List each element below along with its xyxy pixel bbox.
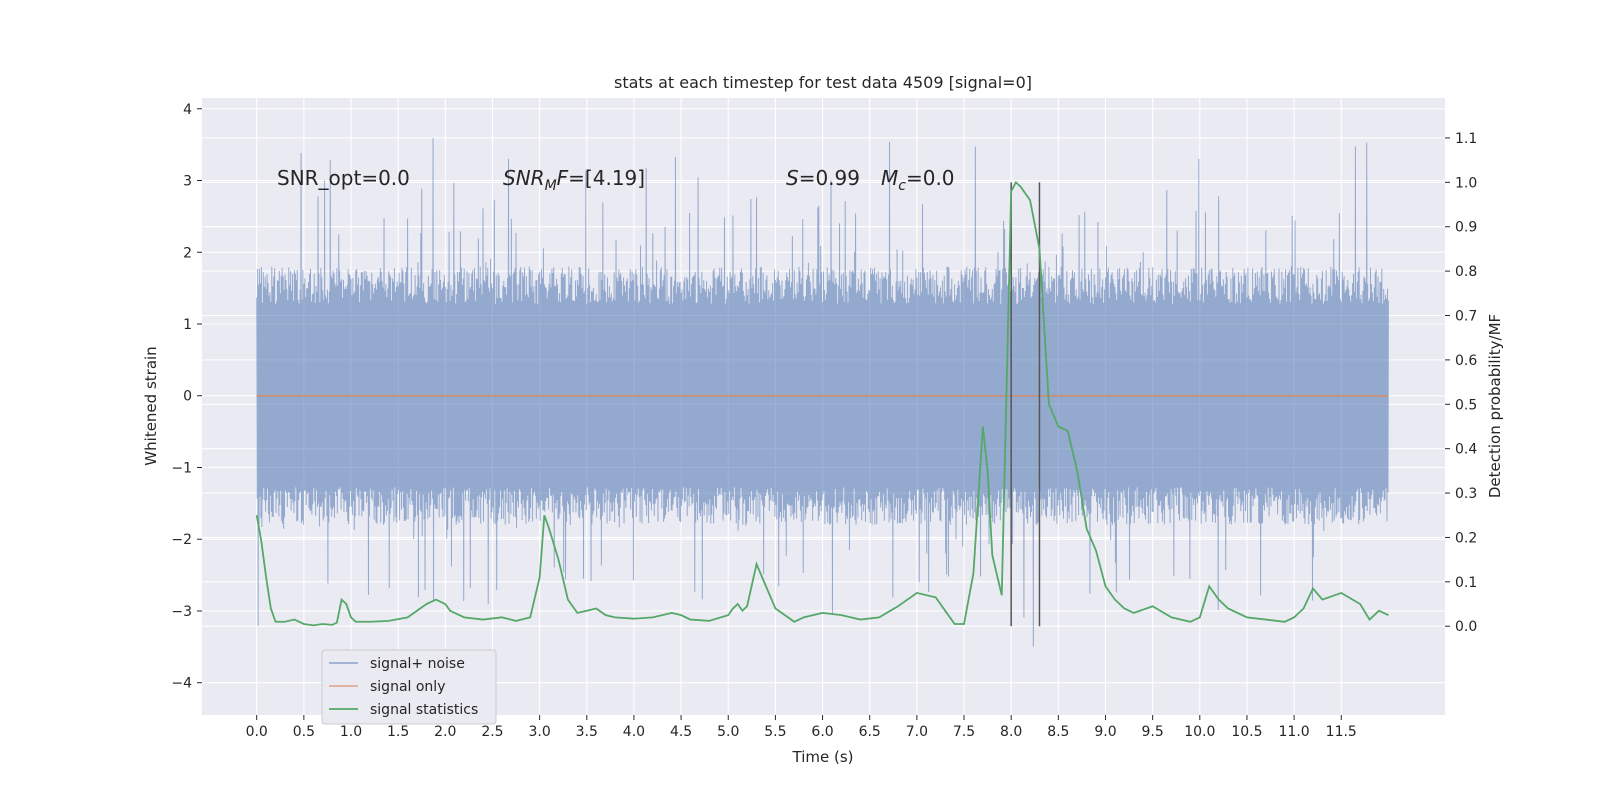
x-tick-label: 7.0 xyxy=(906,724,928,740)
noise-series xyxy=(256,137,1389,647)
x-tick-label: 7.5 xyxy=(953,724,975,740)
y-left-tick-label: −2 xyxy=(171,532,192,548)
legend-label-stat: signal statistics xyxy=(370,702,478,718)
y-left-tick-label: 4 xyxy=(183,102,192,118)
x-axis-label: Time (s) xyxy=(792,748,854,766)
x-tick-label: 4.0 xyxy=(623,724,645,740)
x-tick-label: 0.0 xyxy=(246,724,268,740)
statistics-line xyxy=(255,180,1389,627)
x-tick-label: 5.0 xyxy=(717,724,739,740)
x-tick-label: 1.5 xyxy=(387,724,409,740)
mc-sub: c xyxy=(898,178,906,194)
x-tick-label: 3.5 xyxy=(576,724,598,740)
y-right-tick-label: 1.1 xyxy=(1455,131,1477,147)
x-tick-label: 1.0 xyxy=(340,724,362,740)
y-left-tick-label: −4 xyxy=(171,676,192,692)
snr-mf-f: F xyxy=(557,166,569,190)
chart-title: stats at each timestep for test data 450… xyxy=(614,73,1032,92)
s-value: =0.99 xyxy=(799,166,860,190)
x-tick-label: 10.0 xyxy=(1184,724,1215,740)
x-tick-label: 2.0 xyxy=(434,724,456,740)
x-tick-label: 6.0 xyxy=(811,724,833,740)
mc-value: =0.0 xyxy=(906,166,955,190)
s-label: S xyxy=(786,166,799,190)
y-right-tick-label: 0.1 xyxy=(1455,575,1477,591)
left-y-axis-label: Whitened strain xyxy=(142,346,160,465)
y-left-tick-label: 3 xyxy=(183,174,192,190)
annotation-mc: Mc=0.0 xyxy=(881,166,955,194)
y-left-tick-label: 1 xyxy=(183,317,192,333)
x-tick-label: 3.0 xyxy=(528,724,550,740)
x-axis-ticks: 0.0 0.5 1.0 1.5 2.0 2.5 3.0 3.5 4.0 4.5 5.0 5.5 6.0 6… xyxy=(246,715,1357,740)
statistics-series xyxy=(255,180,1389,627)
annotation-s: S=0.99 xyxy=(786,166,860,190)
x-tick-label: 9.0 xyxy=(1094,724,1116,740)
y-left-tick-label: −1 xyxy=(171,460,192,476)
x-tick-label: 2.5 xyxy=(481,724,503,740)
snr-mf-sub: M xyxy=(545,178,557,194)
legend-label-signal: signal only xyxy=(370,679,445,695)
x-tick-label: 11.0 xyxy=(1279,724,1310,740)
right-y-axis-ticks: 0.0 0.1 0.2 0.3 0.4 0.5 0.6 0.7 0.8 0.9 1.0 1.1 xyxy=(1445,131,1477,635)
y-right-tick-label: 0.5 xyxy=(1455,397,1477,413)
noise-line xyxy=(256,137,1389,647)
snr-mf-value: =[4.19] xyxy=(568,166,645,190)
right-y-axis-label: Detection probability/MF xyxy=(1486,314,1504,498)
y-right-tick-label: 0.4 xyxy=(1455,442,1477,458)
y-right-tick-label: 0.8 xyxy=(1455,264,1477,280)
x-tick-label: 8.0 xyxy=(1000,724,1022,740)
x-tick-label: 5.5 xyxy=(764,724,786,740)
x-tick-label: 9.5 xyxy=(1142,724,1164,740)
legend-label-noise: signal+ noise xyxy=(370,656,465,672)
snr-mf-base: SNR xyxy=(503,166,545,190)
left-y-axis-ticks: −4 −3 −2 −1 0 1 2 3 4 xyxy=(171,102,202,692)
x-tick-label: 11.5 xyxy=(1326,724,1357,740)
y-right-tick-label: 0.6 xyxy=(1455,353,1477,369)
mc-base: M xyxy=(881,166,898,190)
annotation-snr-mf: SNRMF=[4.19] xyxy=(503,166,645,194)
y-right-tick-label: 0.0 xyxy=(1455,619,1477,635)
y-right-tick-label: 0.9 xyxy=(1455,220,1477,236)
y-right-tick-label: 1.0 xyxy=(1455,175,1477,191)
y-right-tick-label: 0.7 xyxy=(1455,309,1477,325)
y-left-tick-label: −3 xyxy=(171,604,192,620)
legend: signal+ noise signal only signal statist… xyxy=(321,649,497,725)
x-tick-label: 10.5 xyxy=(1231,724,1262,740)
x-tick-label: 0.5 xyxy=(293,724,315,740)
annotation-snr-opt: SNR_opt=0.0 xyxy=(277,166,410,190)
y-left-tick-label: 2 xyxy=(183,245,192,261)
y-right-tick-label: 0.2 xyxy=(1455,530,1477,546)
y-left-tick-label: 0 xyxy=(183,389,192,405)
x-tick-label: 8.5 xyxy=(1047,724,1069,740)
y-right-tick-label: 0.3 xyxy=(1455,486,1477,502)
x-tick-label: 4.5 xyxy=(670,724,692,740)
x-tick-label: 6.5 xyxy=(859,724,881,740)
legend-box xyxy=(321,649,497,725)
